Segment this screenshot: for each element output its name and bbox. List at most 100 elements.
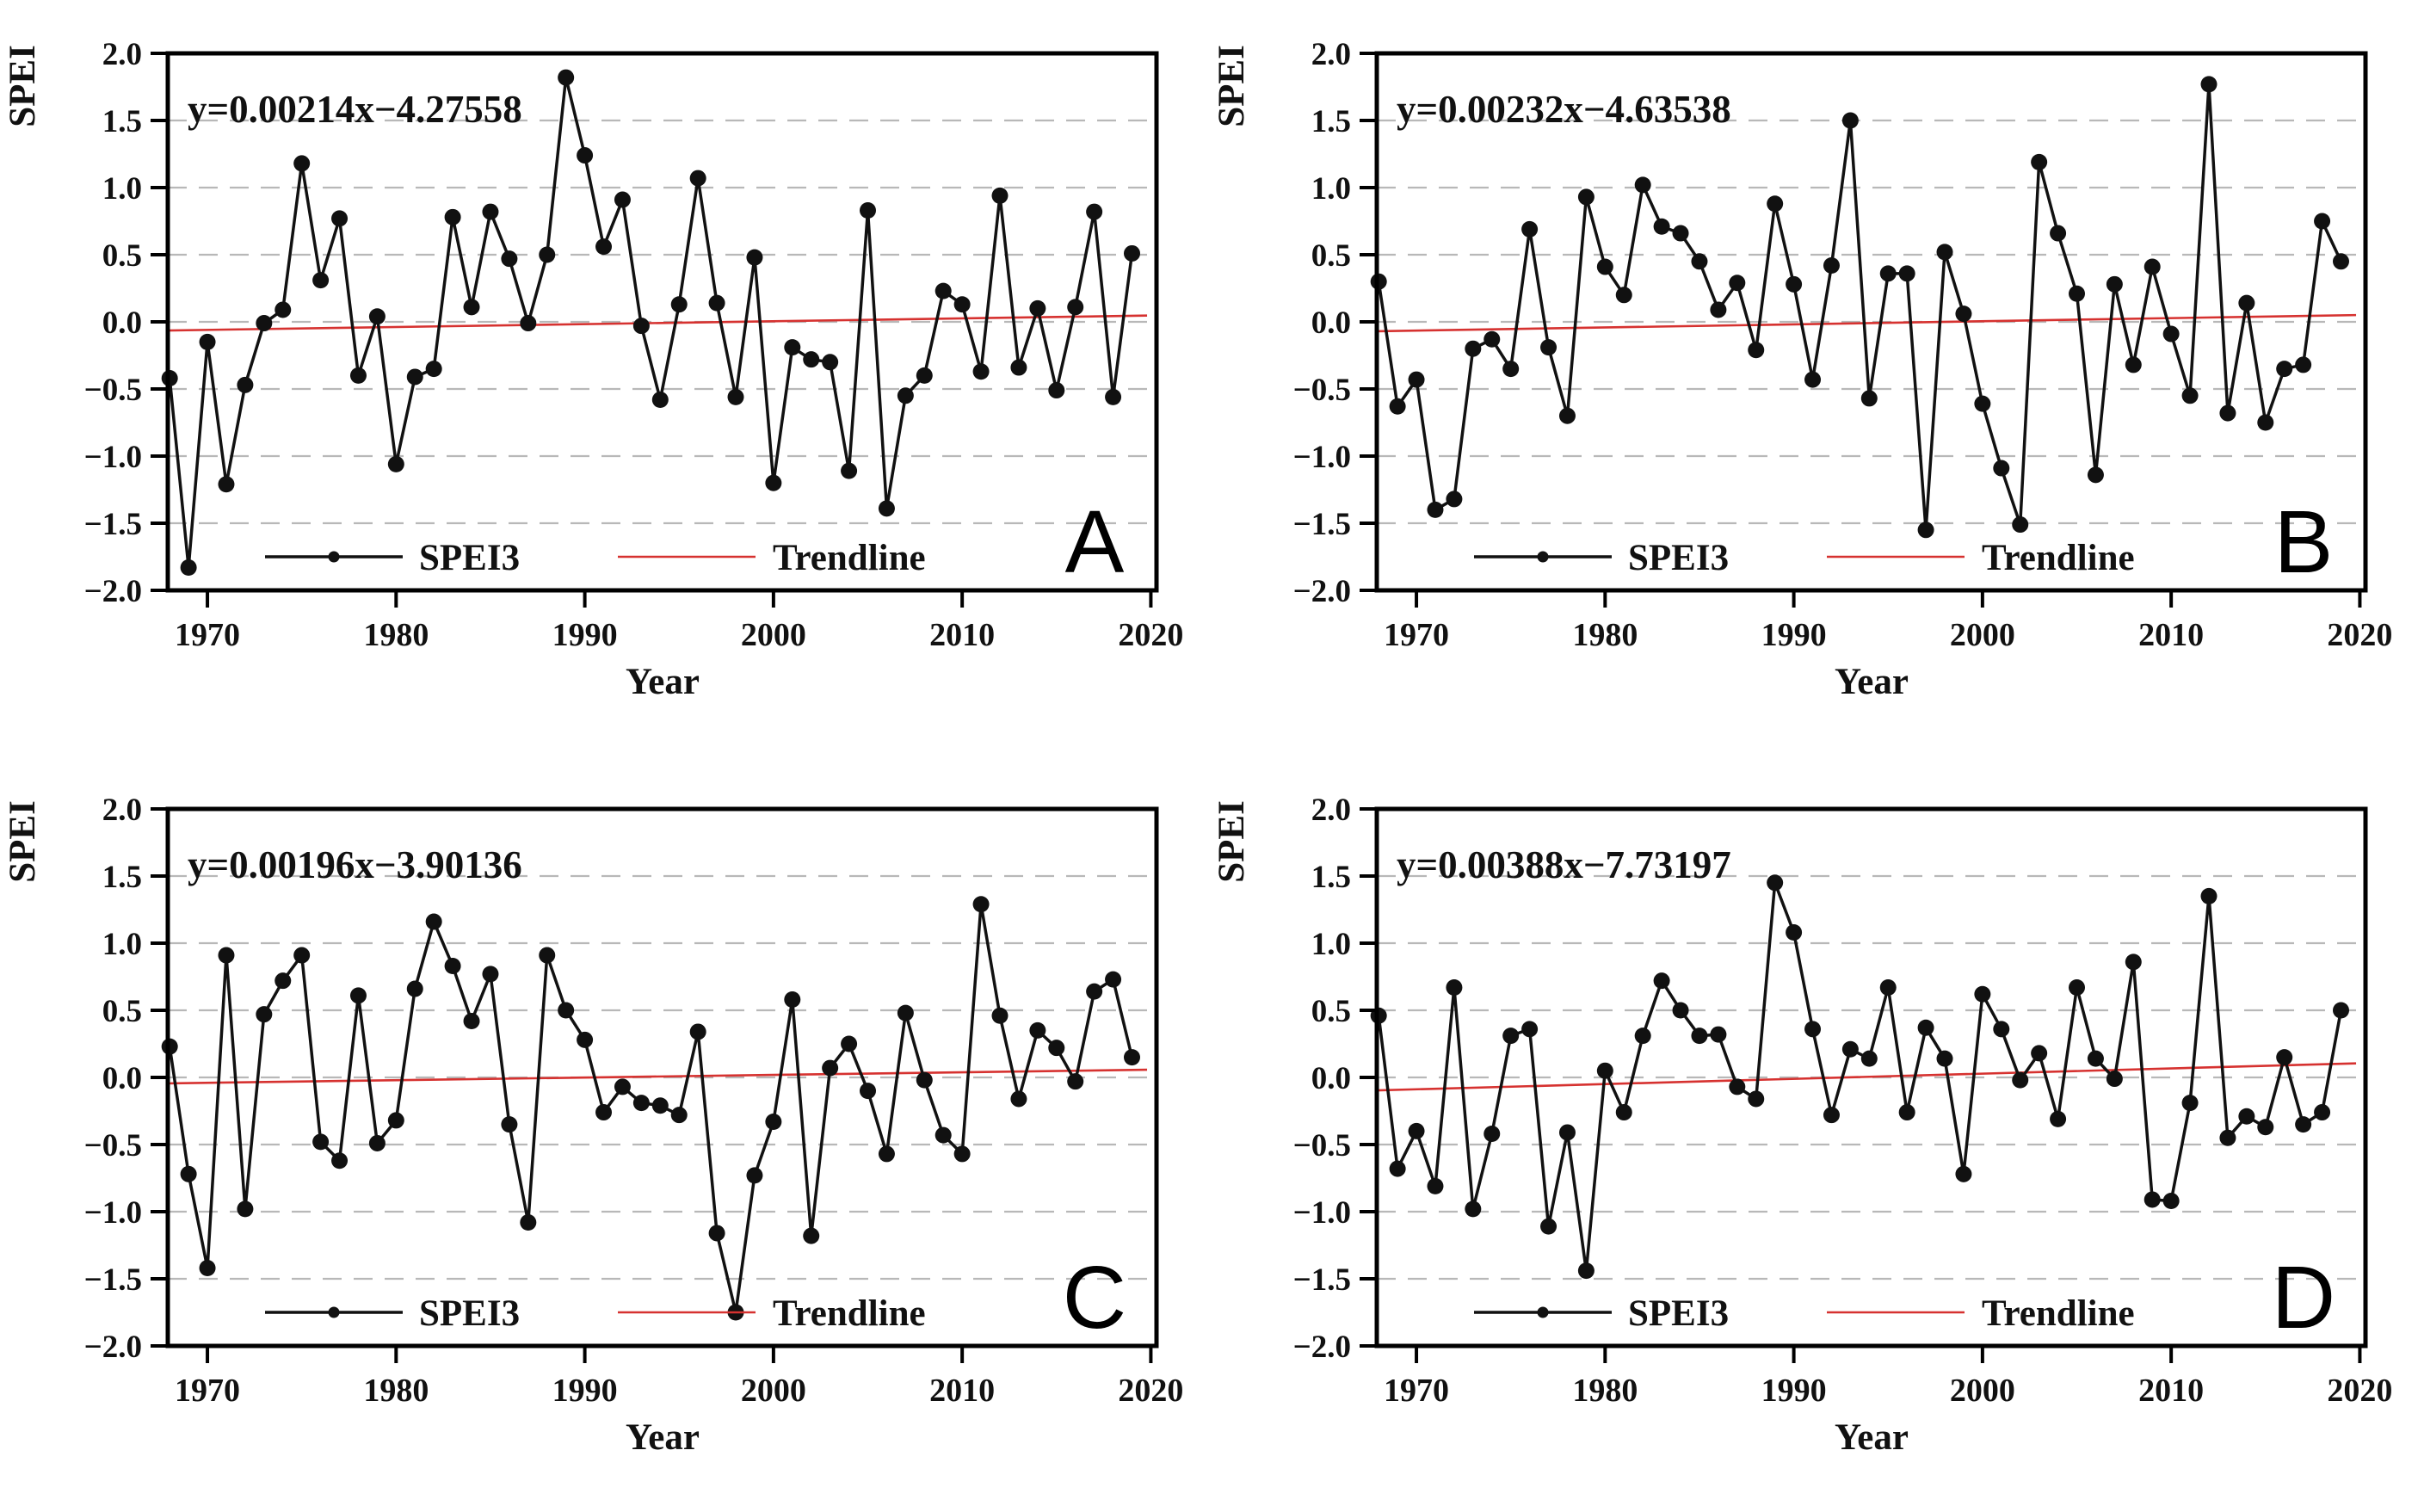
- chart-panel-c: 2.0 1.5 1.0 0.5 0.0 −0.5 −1.0 −1.5 −2.0 1970 1980 1…: [3, 793, 1183, 1458]
- data-point: [2219, 404, 2236, 422]
- data-point: [1502, 361, 1520, 378]
- data-point: [651, 391, 669, 408]
- y-tick-label: −2.0: [1293, 1330, 1351, 1365]
- legend-series-label: SPEI3: [419, 538, 520, 578]
- x-axis-label: Year: [626, 1417, 700, 1458]
- data-point: [1389, 398, 1406, 415]
- y-tick-label: 0.5: [1311, 238, 1351, 274]
- legend-series-label: SPEI3: [1628, 538, 1729, 578]
- data-point: [860, 202, 877, 219]
- data-point: [1558, 407, 1576, 424]
- x-tick-label: 1990: [1761, 1373, 1827, 1409]
- data-point: [1879, 265, 1897, 282]
- data-point: [1465, 1200, 1482, 1218]
- x-tick-label: 2010: [2138, 1373, 2204, 1409]
- x-tick-label: 1990: [1761, 617, 1827, 653]
- data-point: [2238, 1108, 2255, 1125]
- data-point: [1691, 253, 1708, 270]
- data-point: [2144, 258, 2161, 275]
- y-tick-label: −0.5: [84, 373, 142, 408]
- data-point: [1974, 985, 1991, 1003]
- data-point: [2050, 1110, 2067, 1127]
- data-point: [1048, 1040, 1065, 1057]
- data-point: [935, 282, 952, 299]
- data-point: [953, 1145, 971, 1163]
- data-point: [595, 1104, 613, 1121]
- data-point: [1748, 1090, 1765, 1108]
- data-point: [1521, 1021, 1539, 1038]
- data-point: [595, 238, 613, 256]
- y-axis-label: SPEI: [1212, 800, 1252, 883]
- data-point: [2200, 76, 2218, 93]
- y-tick-label: −2.0: [84, 574, 142, 609]
- data-point: [577, 147, 594, 164]
- data-point: [425, 361, 442, 378]
- x-tick-label: 1990: [552, 617, 618, 653]
- y-tick-label: 0.5: [102, 994, 142, 1029]
- data-point: [2276, 1049, 2293, 1066]
- data-point: [1010, 1090, 1027, 1108]
- data-point: [520, 1213, 537, 1231]
- y-tick-label: −1.5: [84, 1262, 142, 1298]
- chart-panel-a: 2.0 1.5 1.0 0.5 0.0 −0.5 −1.0 −1.5 −2.0 1970 1980 1…: [3, 37, 1183, 702]
- data-point: [614, 191, 631, 208]
- data-point: [2238, 294, 2255, 312]
- data-point: [331, 1152, 349, 1169]
- x-tick-label: 2000: [1950, 1373, 2015, 1409]
- data-point: [2332, 1002, 2349, 1019]
- data-point: [539, 947, 556, 964]
- data-point: [651, 1097, 669, 1114]
- data-point: [501, 1116, 518, 1133]
- data-point: [1634, 1028, 1651, 1045]
- data-point: [897, 387, 914, 404]
- data-point: [1823, 1107, 1840, 1124]
- data-point: [2106, 1071, 2123, 1088]
- x-tick-label: 1970: [175, 617, 240, 653]
- data-point: [1767, 874, 1784, 892]
- data-point: [2144, 1191, 2161, 1208]
- data-point: [784, 339, 801, 356]
- data-point: [1408, 1122, 1425, 1139]
- y-tick-label: 1.0: [102, 171, 142, 207]
- x-tick-label: 2020: [2327, 617, 2392, 653]
- data-point: [1086, 203, 1103, 220]
- data-point: [1917, 521, 1934, 539]
- data-point: [2087, 466, 2104, 484]
- y-tick-label: −2.0: [1293, 574, 1351, 609]
- data-point: [1105, 388, 1122, 405]
- data-point: [878, 500, 895, 517]
- data-point: [539, 246, 556, 263]
- y-tick-label: −1.0: [84, 440, 142, 475]
- data-point: [1427, 1177, 1444, 1194]
- x-tick-label: 2000: [741, 617, 806, 653]
- plot-layer-d: 2.0 1.5 1.0 0.5 0.0 −0.5 −1.0 −1.5 −2.0 1970 1980 1…: [1293, 793, 2393, 1409]
- data-point: [841, 1035, 858, 1052]
- y-tick-label: 2.0: [102, 793, 142, 828]
- data-point: [237, 1200, 254, 1218]
- data-point: [1993, 1021, 2010, 1038]
- data-point: [2069, 285, 2086, 302]
- y-tick-label: −0.5: [84, 1128, 142, 1163]
- data-point: [2295, 1116, 2312, 1133]
- data-point: [293, 155, 311, 172]
- data-point: [689, 170, 706, 187]
- legend-series-marker-icon: [328, 1306, 340, 1318]
- data-point: [1993, 460, 2010, 477]
- data-point: [577, 1031, 594, 1048]
- data-point: [1804, 371, 1822, 388]
- data-point: [689, 1023, 706, 1040]
- data-point: [1408, 371, 1425, 388]
- x-tick-label: 1980: [363, 1373, 429, 1409]
- x-axis-label: Year: [1835, 1417, 1909, 1458]
- y-tick-label: −1.0: [84, 1195, 142, 1231]
- y-tick-label: −0.5: [1293, 373, 1351, 408]
- data-point: [746, 1167, 763, 1184]
- y-tick-label: 1.5: [1311, 860, 1351, 895]
- data-point: [1123, 1049, 1140, 1066]
- y-tick-label: 2.0: [1311, 793, 1351, 828]
- legend-series-marker-icon: [328, 551, 340, 563]
- y-tick-label: −1.5: [1293, 1262, 1351, 1298]
- data-point: [1634, 176, 1651, 194]
- x-tick-label: 2000: [1950, 617, 2015, 653]
- data-point: [803, 1227, 820, 1244]
